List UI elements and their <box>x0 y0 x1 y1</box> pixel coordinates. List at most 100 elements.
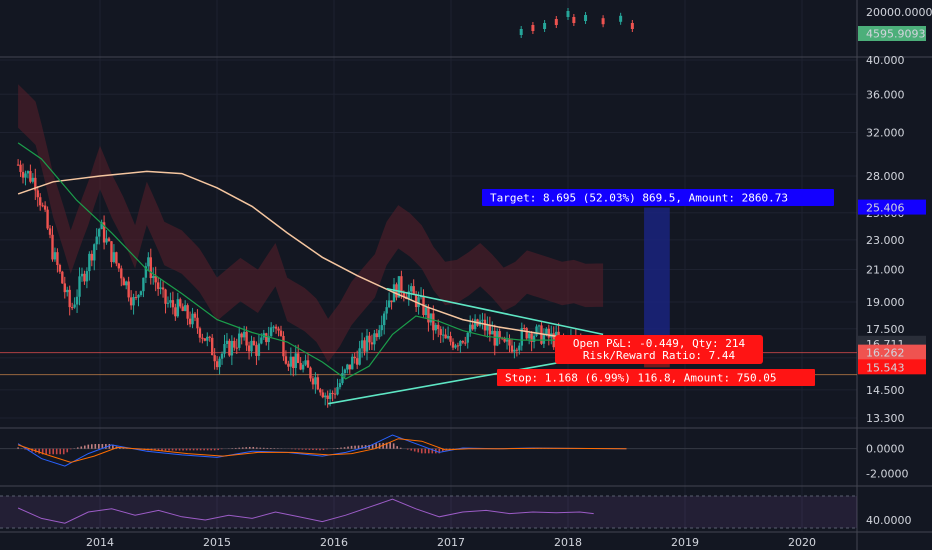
time-axis[interactable]: 2014 2015 2016 2017 2018 2019 2020 <box>86 536 816 549</box>
candle-down <box>284 356 288 364</box>
candle-up <box>365 335 369 352</box>
macd-histogram-bar <box>336 447 339 449</box>
candle-up <box>341 373 344 384</box>
candle-up <box>343 369 347 374</box>
candle-down <box>46 209 49 229</box>
candle-down <box>193 313 197 318</box>
macd-histogram-bar <box>354 445 356 449</box>
trendlines[interactable] <box>328 287 604 405</box>
macd-histogram-bar <box>48 448 51 455</box>
overlay-candle <box>543 23 547 29</box>
candle-up <box>225 340 229 345</box>
macd-histogram-bar <box>182 448 184 451</box>
candlestick-series[interactable] <box>16 159 595 408</box>
price-axis-label: 36.000 <box>866 88 905 101</box>
overlay-series <box>519 8 634 38</box>
candle-up <box>410 286 413 292</box>
macd-histogram-bar <box>368 444 370 449</box>
candle-up <box>387 300 391 308</box>
candle-up <box>289 356 293 367</box>
macd-histogram-bar <box>41 448 44 455</box>
macd-axis-label: 0.0000 <box>866 443 905 456</box>
candle-up <box>473 319 477 330</box>
price-axis-label: 23.000 <box>866 234 905 247</box>
candle-down <box>427 307 430 323</box>
candle-up <box>397 276 401 298</box>
candle-up <box>267 336 270 343</box>
candle-down <box>368 335 371 343</box>
target-label[interactable]: Target: 8.695 (52.03%) 869.5, Amount: 28… <box>482 189 834 206</box>
candle-down <box>265 333 268 343</box>
time-axis-label: 2017 <box>437 536 465 549</box>
candle-up <box>314 377 317 385</box>
candle-down <box>353 356 356 359</box>
candle-up <box>142 277 145 292</box>
candle-down <box>483 319 487 331</box>
candle-down <box>164 289 167 304</box>
candle-up <box>105 238 108 243</box>
candle-up <box>459 340 462 346</box>
macd-histogram-bar <box>347 446 349 449</box>
open-pnl-label[interactable]: Open P&L: -0.449, Qty: 214 Risk/Reward R… <box>555 335 763 364</box>
macd-histogram-bar <box>406 448 409 450</box>
candle-down <box>211 337 214 356</box>
macd-histogram-bar <box>203 448 205 451</box>
candle-down <box>29 171 32 182</box>
candle-up <box>545 328 548 335</box>
candle-up <box>169 300 172 303</box>
macd-pane <box>0 434 857 467</box>
candle-down <box>355 358 359 365</box>
macd-histogram-bar <box>301 448 304 450</box>
macd-histogram-bar <box>27 448 30 451</box>
candle-down <box>58 265 62 272</box>
candle-down <box>292 356 295 369</box>
overlay-candle <box>630 23 634 29</box>
candle-up <box>269 327 273 337</box>
candle-up <box>324 395 327 398</box>
price-axis-label: 28.000 <box>866 170 905 183</box>
candle-down <box>493 330 496 346</box>
candle-down <box>56 252 59 266</box>
macd-histogram-bar <box>234 447 237 449</box>
macd-histogram-bar <box>420 448 423 454</box>
time-axis-label: 2016 <box>320 536 348 549</box>
price-axis[interactable]: 40.00036.00032.00028.00025.00023.00021.0… <box>858 6 932 527</box>
candle-up <box>238 333 241 348</box>
candle-down <box>530 333 533 342</box>
candle-down <box>235 347 238 349</box>
macd-histogram-bar <box>91 444 93 449</box>
macd-histogram-bar <box>252 446 255 449</box>
candle-down <box>149 257 152 279</box>
price-tag-label: 16.262 <box>866 347 905 360</box>
candle-down <box>306 360 310 368</box>
candle-up <box>304 360 307 365</box>
price-axis-label: 13.300 <box>866 412 905 425</box>
overlay-candle <box>566 11 570 17</box>
candle-down <box>331 392 334 394</box>
macd-histogram-bar <box>343 447 346 449</box>
candle-down <box>456 345 460 347</box>
overlay-candle <box>572 17 576 23</box>
candle-down <box>515 349 519 351</box>
candle-down <box>43 205 47 210</box>
macd-histogram-bar <box>59 448 62 455</box>
stop-label[interactable]: Stop: 1.168 (6.99%) 116.8, Amount: 750.0… <box>497 369 815 386</box>
candle-down <box>414 294 418 308</box>
candle-down <box>510 345 514 352</box>
macd-histogram-bar <box>38 448 40 454</box>
candle-down <box>51 234 54 260</box>
candle-down <box>174 307 177 317</box>
price-axis-label: 14.500 <box>866 384 905 397</box>
candle-down <box>461 340 465 343</box>
candle-up <box>380 325 383 331</box>
candle-down <box>402 292 406 297</box>
candle-down <box>525 328 528 339</box>
candle-down <box>255 345 258 356</box>
macd-histogram-bar <box>192 448 195 451</box>
candle-down <box>299 362 302 370</box>
candle-down <box>213 355 216 362</box>
macd-histogram-bar <box>308 448 311 450</box>
macd-histogram-bar <box>161 448 163 451</box>
candle-down <box>252 340 256 346</box>
